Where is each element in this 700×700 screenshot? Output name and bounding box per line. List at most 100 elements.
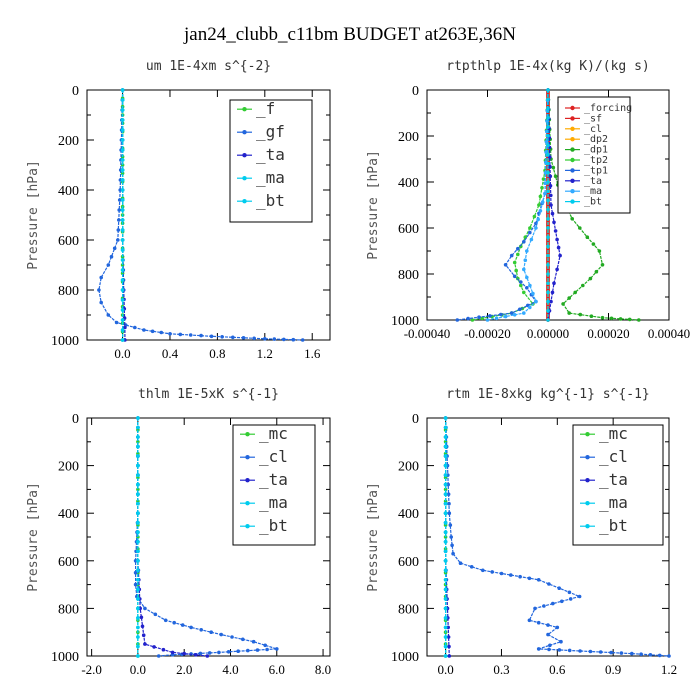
series-point xyxy=(447,511,452,515)
x-tick-label: 6.0 xyxy=(269,662,285,677)
series-point xyxy=(551,165,556,170)
series-point xyxy=(594,269,599,274)
series-point xyxy=(546,235,550,239)
series-point xyxy=(528,230,532,235)
series-point xyxy=(117,208,121,212)
x-tick-label: 0.4 xyxy=(162,346,179,361)
series-point xyxy=(443,568,448,573)
series-point xyxy=(546,88,550,92)
series-point xyxy=(136,625,140,630)
series-point xyxy=(537,203,541,207)
y-tick-label: 200 xyxy=(398,460,419,475)
series-point xyxy=(263,643,268,648)
series-point xyxy=(251,639,256,644)
legend-label: _bt xyxy=(599,516,628,535)
panel-rtm: rtm 1E-8xkg kg^{-1} s^{-1} Pressure [hPa]… xyxy=(366,387,677,677)
series-point xyxy=(546,152,550,157)
x-tick-label: 0.8 xyxy=(209,346,225,361)
series-point xyxy=(170,650,175,655)
series-point xyxy=(466,316,470,321)
series-point xyxy=(543,191,547,196)
legend-marker xyxy=(585,501,590,506)
legend-marker xyxy=(585,524,590,529)
series-point xyxy=(443,578,448,582)
series-point xyxy=(443,482,448,487)
series-point xyxy=(540,200,545,204)
y-tick-label: 800 xyxy=(398,268,419,283)
legend-label: _tp1 xyxy=(584,165,608,176)
series-point xyxy=(447,644,451,649)
legend-marker xyxy=(570,189,575,194)
series-point xyxy=(470,318,475,322)
series-point xyxy=(529,237,534,242)
series-point xyxy=(123,325,127,330)
series-point xyxy=(180,623,185,627)
series-point xyxy=(555,625,560,630)
series-point xyxy=(446,635,451,639)
series-point xyxy=(194,653,198,657)
y-axis-label: Pressure [hPa] xyxy=(366,482,381,592)
series-point xyxy=(557,648,562,652)
series-point xyxy=(188,333,193,337)
series-point xyxy=(136,549,140,554)
series-point xyxy=(136,416,140,420)
series-point xyxy=(546,632,550,637)
series-point xyxy=(585,235,590,239)
series-point xyxy=(443,454,448,458)
series-point xyxy=(546,318,550,322)
series-point xyxy=(560,599,564,604)
series-point xyxy=(533,606,537,611)
legend-marker xyxy=(570,168,575,173)
series-point xyxy=(531,291,535,296)
y-tick-label: 1000 xyxy=(51,650,79,665)
series-point xyxy=(120,228,125,232)
series-point xyxy=(528,283,532,288)
series-point xyxy=(522,311,526,315)
legend-label: _ma xyxy=(599,493,628,512)
series-point xyxy=(120,158,125,162)
series-point xyxy=(546,143,550,147)
legend-label: _ma xyxy=(259,493,288,512)
legend-marker xyxy=(242,176,247,181)
y-tick-label: 0 xyxy=(72,84,79,99)
series-point xyxy=(446,492,451,497)
series-point xyxy=(150,329,155,334)
series-point xyxy=(282,337,286,342)
series-point xyxy=(133,325,137,330)
series-point xyxy=(120,148,125,152)
series-point xyxy=(443,520,448,525)
legend-marker xyxy=(245,478,250,483)
series-point xyxy=(272,337,277,341)
y-tick-label: 600 xyxy=(398,222,419,237)
legend-marker xyxy=(570,116,575,121)
series-point xyxy=(503,263,508,267)
series-point xyxy=(589,314,594,319)
series-point xyxy=(241,336,246,340)
series-point xyxy=(527,576,532,581)
series-point xyxy=(141,633,146,637)
series-point xyxy=(143,642,147,646)
series-point xyxy=(609,316,614,321)
series-point xyxy=(488,314,492,318)
legend-label: _bt xyxy=(259,516,288,535)
series-point xyxy=(443,511,448,515)
series-point xyxy=(522,267,526,272)
series-point xyxy=(120,298,125,302)
series-point xyxy=(546,180,550,184)
series-point xyxy=(231,335,235,340)
series-point xyxy=(450,543,454,548)
series-point xyxy=(538,209,543,213)
y-tick-label: 200 xyxy=(58,460,79,475)
series-point xyxy=(532,214,537,219)
legend-label: _cl xyxy=(259,447,288,466)
series-point xyxy=(120,288,125,292)
series-point xyxy=(525,249,529,253)
y-axis-label: Pressure [hPa] xyxy=(26,482,41,592)
y-tick-label: 1000 xyxy=(391,650,419,665)
series-point xyxy=(518,307,522,312)
series-point xyxy=(300,338,305,342)
series-point xyxy=(120,171,125,176)
series-point xyxy=(136,606,140,611)
series-point xyxy=(136,654,140,658)
series-point xyxy=(522,240,526,244)
